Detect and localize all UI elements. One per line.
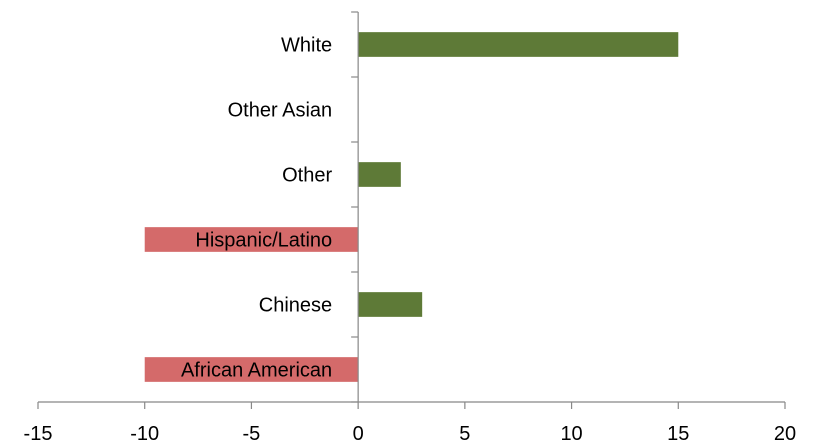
category-label-chinese: Chinese [259, 295, 332, 317]
category-label-other-asian: Other Asian [228, 100, 333, 122]
x-tick-label: 10 [560, 423, 582, 445]
x-tick-label: 15 [667, 423, 689, 445]
x-tick-label: -15 [24, 423, 53, 445]
category-label-white: White [281, 35, 332, 57]
category-label-other: Other [282, 165, 332, 187]
x-tick-label: -5 [243, 423, 261, 445]
bar-african-american [144, 357, 359, 382]
category-label-african-american: African American [181, 360, 332, 382]
bar-hispanic-latino [144, 227, 359, 252]
labels-layer: -15 -10 -5 0 5 10 15 20 African American Chinese H… [24, 35, 797, 446]
bars-layer [144, 32, 679, 382]
bar-white [358, 32, 679, 57]
x-tick-label: -10 [130, 423, 159, 445]
bar-other [358, 162, 401, 187]
x-tick-label: 20 [774, 423, 796, 445]
bar-chinese [358, 292, 423, 317]
axes-layer [37, 11, 786, 409]
category-label-hispanic-latino: Hispanic/Latino [195, 230, 332, 252]
x-tick-label: 0 [353, 423, 364, 445]
x-tick-label: 5 [459, 423, 470, 445]
